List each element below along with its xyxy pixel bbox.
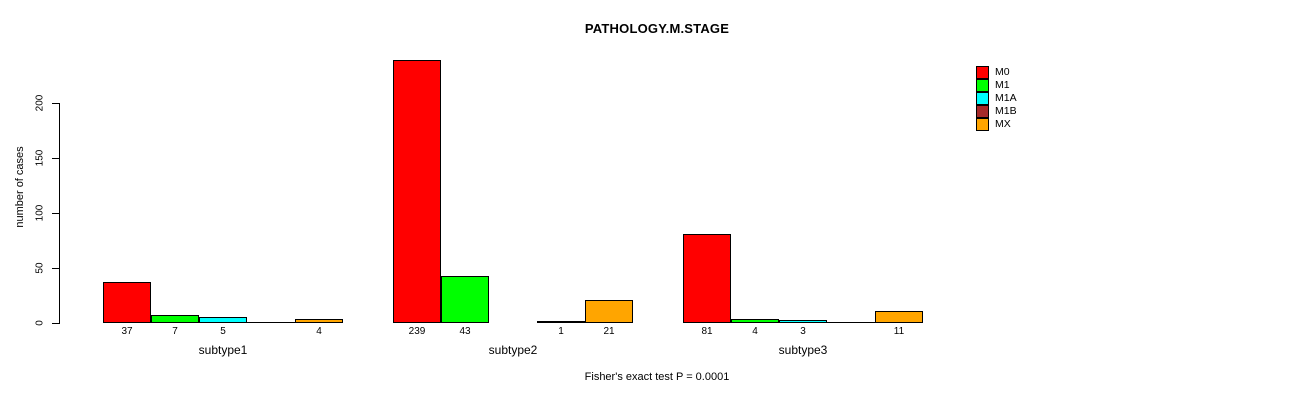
bar-count-label: 4 xyxy=(752,326,758,337)
y-axis-label: number of cases xyxy=(14,146,26,228)
group-label-subtype3: subtype3 xyxy=(778,343,828,357)
bar-M0-subtype3 xyxy=(683,234,731,323)
legend-label: MX xyxy=(995,118,1011,130)
y-axis xyxy=(59,103,60,324)
bar-M1A-subtype1 xyxy=(199,317,247,323)
bar-count-label: 3 xyxy=(800,326,806,337)
bar-MX-subtype1 xyxy=(295,319,343,323)
fisher-test-annotation: Fisher's exact test P = 0.0001 xyxy=(584,371,730,383)
group-label-subtype2: subtype2 xyxy=(488,343,538,357)
bar-count-label: 81 xyxy=(701,326,713,337)
bar-count-label: 239 xyxy=(408,326,426,337)
y-tick xyxy=(52,103,59,104)
bar-M1B-subtype2 xyxy=(537,321,585,323)
legend-swatch-M1B xyxy=(976,105,989,118)
y-tick-label: 0 xyxy=(34,320,46,326)
legend-label: M0 xyxy=(995,66,1010,78)
y-tick-label: 100 xyxy=(34,204,46,222)
bar-M1-subtype2 xyxy=(441,276,489,323)
bar-M0-subtype1 xyxy=(103,282,151,323)
y-tick-label: 150 xyxy=(34,149,46,167)
legend-item-M1A: M1A xyxy=(976,92,1017,105)
legend-label: M1A xyxy=(995,92,1017,104)
bar-count-label: 11 xyxy=(893,326,905,337)
legend-label: M1B xyxy=(995,105,1017,117)
bar-count-label: 4 xyxy=(316,326,322,337)
bar-M1A-subtype3 xyxy=(779,320,827,323)
y-tick-label: 200 xyxy=(34,94,46,112)
bar-MX-subtype2 xyxy=(585,300,633,323)
y-tick xyxy=(52,323,59,324)
legend-swatch-M1A xyxy=(976,92,989,105)
legend-item-M1: M1 xyxy=(976,79,1017,92)
bar-MX-subtype3 xyxy=(875,311,923,323)
legend-swatch-MX xyxy=(976,118,989,131)
legend-item-M1B: M1B xyxy=(976,105,1017,118)
bar-M1B-subtype3-zero xyxy=(827,322,875,323)
group-label-subtype1: subtype1 xyxy=(198,343,248,357)
bar-M1-subtype1 xyxy=(151,315,199,323)
y-tick xyxy=(52,213,59,214)
bar-M1B-subtype1-zero xyxy=(247,322,295,323)
bar-count-label: 21 xyxy=(603,326,615,337)
bar-M0-subtype2 xyxy=(393,60,441,323)
bar-count-label: 5 xyxy=(220,326,226,337)
legend-item-M0: M0 xyxy=(976,66,1017,79)
legend-swatch-M0 xyxy=(976,66,989,79)
bar-M1-subtype3 xyxy=(731,319,779,323)
chart-title: PATHOLOGY.M.STAGE xyxy=(584,21,730,36)
y-tick xyxy=(52,268,59,269)
y-tick xyxy=(52,158,59,159)
y-tick-label: 50 xyxy=(34,262,46,274)
legend: M0 M1 M1A M1B MX xyxy=(976,66,1017,131)
bar-count-label: 43 xyxy=(459,326,471,337)
legend-swatch-M1 xyxy=(976,79,989,92)
bar-count-label: 1 xyxy=(558,326,564,337)
bar-count-label: 7 xyxy=(172,326,178,337)
bar-count-label: 37 xyxy=(121,326,133,337)
legend-label: M1 xyxy=(995,79,1010,91)
legend-item-MX: MX xyxy=(976,118,1017,131)
